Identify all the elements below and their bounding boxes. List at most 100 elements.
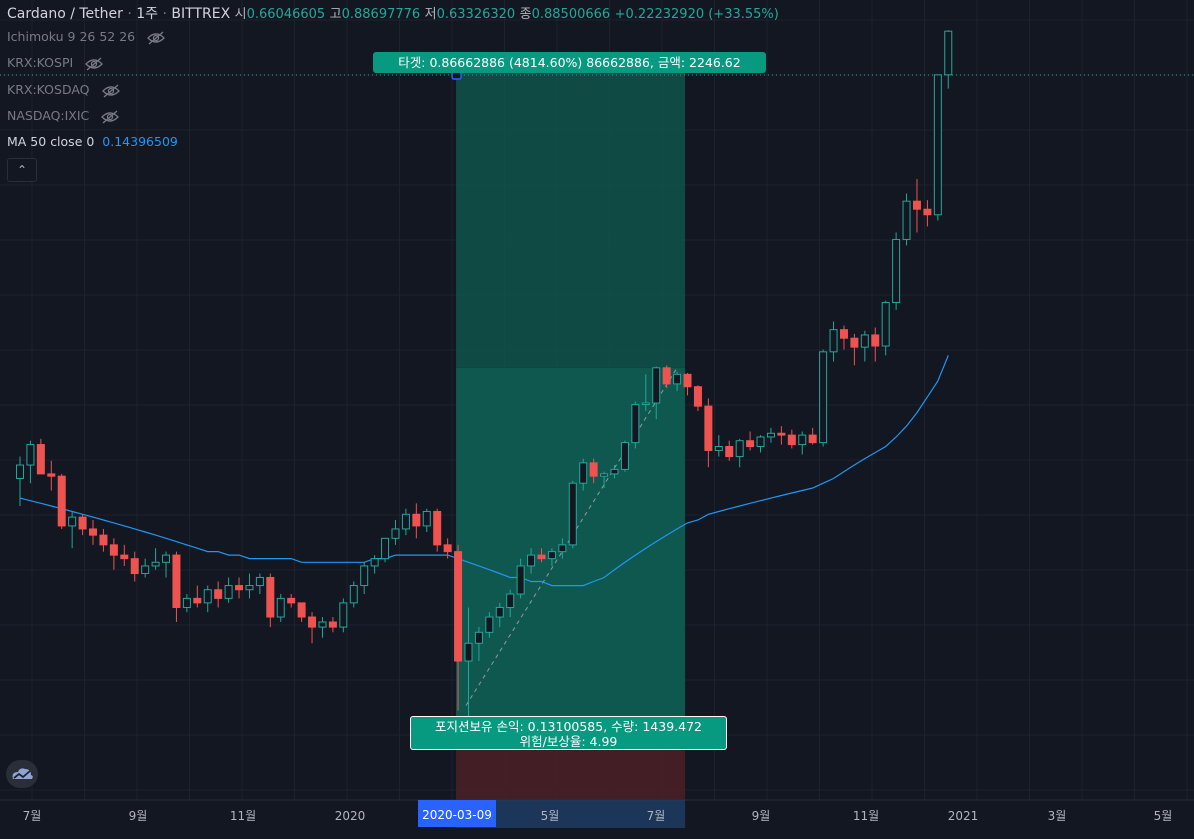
candle-body <box>756 436 765 448</box>
high-value: 0.88697776 <box>341 7 421 22</box>
candle-body <box>547 551 556 560</box>
eye-off-icon[interactable] <box>101 110 120 124</box>
pnl-label-line1: 포지션보유 손익: 0.13100585, 수량: 1439.472 <box>435 719 702 734</box>
candle-body <box>422 510 431 527</box>
candle-body <box>162 554 171 563</box>
candle-body <box>193 597 202 604</box>
candle-body <box>109 544 118 556</box>
candle-body <box>829 329 838 353</box>
eye-off-icon[interactable] <box>85 57 104 71</box>
candle-body <box>620 442 629 470</box>
candle-body <box>600 473 609 477</box>
candle-body <box>203 589 212 604</box>
candle-body <box>276 597 285 618</box>
candle-body <box>214 589 223 599</box>
candle-body <box>318 621 327 628</box>
candle-body <box>381 537 390 560</box>
candle-body <box>224 585 233 599</box>
candle-body <box>370 558 379 567</box>
candle-body <box>704 405 713 451</box>
x-tick-label: 9월 <box>752 809 771 823</box>
indicator-label: KRX:KOSPI <box>7 55 74 70</box>
x-tick-label: 11월 <box>230 809 256 823</box>
candle-body <box>99 534 108 546</box>
x-tick-label: 5월 <box>1154 809 1173 823</box>
candle-body <box>349 585 358 604</box>
target-zone <box>456 72 686 368</box>
profit-zone <box>456 367 686 726</box>
pnl-label-line2: 위험/보상율: 4.99 <box>519 734 618 749</box>
indicator-kospi[interactable]: KRX:KOSPI <box>7 55 104 71</box>
target-label[interactable]: 타겟: 0.86662886 (4814.60%) 86662886, 금액: … <box>373 52 766 73</box>
x-tick-label: 9월 <box>129 809 148 823</box>
close-value: 0.88500666 <box>531 7 611 22</box>
candle-body <box>579 462 588 484</box>
interval-label[interactable]: 1주 <box>136 6 159 22</box>
candle-body <box>57 475 66 527</box>
chevron-up-icon: ⌃ <box>16 163 28 177</box>
candle-body <box>141 565 150 575</box>
x-tick-label: 3월 <box>1048 809 1067 823</box>
candle-body <box>297 602 306 618</box>
indicator-ma[interactable]: MA 50 close 0 0.14396509 <box>7 134 178 149</box>
low-label: 저 <box>424 7 437 22</box>
candle-body <box>339 602 348 628</box>
candle-body <box>631 404 640 444</box>
candle-body <box>151 561 160 567</box>
candle-body <box>860 334 869 348</box>
candle-body <box>673 373 682 385</box>
candle-body <box>245 585 254 591</box>
candle-body <box>714 446 723 451</box>
candle-body <box>933 74 942 216</box>
target-label-text: 타겟: 0.86662886 (4814.60%) 86662886, 금액: … <box>398 55 741 70</box>
candle-body <box>328 621 337 628</box>
candle-body <box>589 462 598 477</box>
candle-body <box>568 482 577 546</box>
trade-path-line <box>465 367 678 706</box>
indicator-label: Ichimoku 9 26 52 26 <box>7 29 136 44</box>
candle-body <box>777 432 786 436</box>
candle-body <box>391 528 400 539</box>
candle-body <box>537 554 546 560</box>
candle-body <box>516 565 525 595</box>
symbol-name[interactable]: Cardano / Tether <box>7 6 123 22</box>
candle-body <box>944 30 953 76</box>
indicator-label: NASDAQ:IXIC <box>7 108 90 123</box>
candle-body <box>182 597 191 608</box>
candle-body <box>16 464 24 479</box>
candle-body <box>735 440 744 458</box>
collapse-legend-button[interactable]: ⌃ <box>7 158 37 182</box>
candle-body <box>308 616 317 628</box>
candle-body <box>662 367 671 385</box>
candle-body <box>443 544 452 553</box>
pnl-label[interactable]: 포지션보유 손익: 0.13100585, 수량: 1439.472 위험/보상… <box>410 716 727 750</box>
indicator-kosdaq[interactable]: KRX:KOSDAQ <box>7 82 120 98</box>
candle-body <box>881 301 890 347</box>
x-tick-label: 5월 <box>541 809 560 823</box>
candle-body <box>485 616 494 633</box>
x-tick-label: 2020 <box>335 809 366 823</box>
candle-body <box>683 373 692 388</box>
exchange-label: BITTREX <box>171 6 231 22</box>
candle-body <box>652 367 661 404</box>
eye-off-icon[interactable] <box>147 31 166 45</box>
ma-line <box>19 355 949 587</box>
candle-body <box>495 606 504 618</box>
candle-body <box>47 473 56 477</box>
candle-body <box>839 329 848 339</box>
candle-body <box>78 516 87 530</box>
candle-body <box>255 576 264 587</box>
tradingview-logo[interactable] <box>6 760 38 788</box>
candle-body <box>464 642 473 662</box>
indicator-nasdaq[interactable]: NASDAQ:IXIC <box>7 108 120 124</box>
eye-off-icon[interactable] <box>101 84 120 98</box>
x-tick-label: 7월 <box>23 809 42 823</box>
entry-date-label: 2020-03-09 <box>422 808 492 822</box>
symbol-header: Cardano / Tether · 1주 · BITTREX 시0.66046… <box>7 6 779 22</box>
cloud-logo-icon <box>12 768 33 779</box>
candle-body <box>235 585 244 591</box>
candle-body <box>26 444 35 466</box>
candle-body <box>850 337 859 348</box>
indicator-ichimoku[interactable]: Ichimoku 9 26 52 26 <box>7 29 166 45</box>
